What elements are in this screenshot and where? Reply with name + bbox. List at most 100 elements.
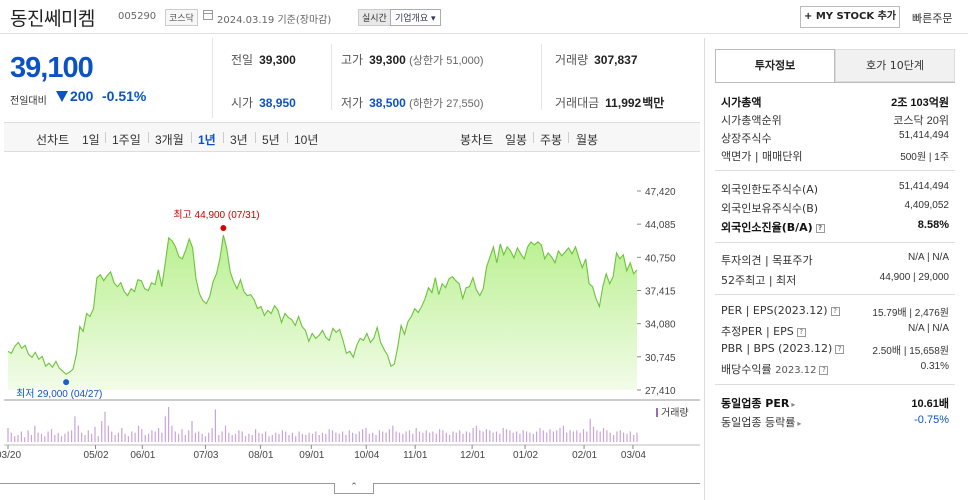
low-annotation: 최저 29,000 (04/27) <box>16 388 102 400</box>
tab-1d[interactable]: 1일 <box>82 133 100 147</box>
y-tick-label: 30,745 <box>645 353 676 364</box>
realtime-button[interactable]: 실시간 <box>358 9 391 26</box>
market-cap-rank-row: 시가총액순위 코스닥 20위 <box>721 112 949 130</box>
divider <box>533 132 534 143</box>
amount-value: 11,992 <box>605 96 642 110</box>
tab-investment-info[interactable]: 투자정보 <box>715 49 835 82</box>
help-icon[interactable]: ? <box>830 307 840 316</box>
upper-limit: (상한가 51,000) <box>409 55 484 67</box>
x-tick-label: 10/04 <box>354 450 379 461</box>
open-value: 38,950 <box>259 96 296 110</box>
collapse-chevron-button[interactable]: ⌃ <box>334 483 374 494</box>
tab-daily[interactable]: 일봉 <box>505 133 528 147</box>
divider <box>715 82 955 83</box>
date-basis: 기준(장마감) <box>277 15 332 26</box>
amount-label: 거래대금 <box>555 96 600 110</box>
par-row: 액면가 | 매매단위 500원 | 1주 <box>721 148 949 166</box>
volume-value: 307,837 <box>594 53 638 67</box>
sector-per-row: 동일업종 PER ▸ 10.61배 <box>721 395 949 413</box>
tab-3m[interactable]: 3개월 <box>155 133 184 147</box>
price-chart-svg: 47,420 44,085 40,750 37,415 34,080 30,745 27,4… <box>0 187 700 461</box>
shares-row: 상장주식수 51,414,494 <box>721 130 949 148</box>
per-label: PER | EPS(2023.12)? <box>721 304 840 317</box>
date-value: 2024.03.19 <box>217 15 275 26</box>
per-value: 15.79배 | 2,476원 <box>872 308 949 319</box>
sector-per-text: 동일업종 PER <box>721 397 790 410</box>
dividend-label: 배당수익률 2023.12? <box>721 361 829 377</box>
help-icon[interactable]: ? <box>835 345 845 354</box>
volume-bars: 거래량 <box>7 407 689 442</box>
current-price: 39,100 <box>10 52 94 84</box>
per-text: PER | EPS(2023.12) <box>721 304 828 317</box>
divider <box>287 132 288 143</box>
x-tick-label: 08/01 <box>248 450 273 461</box>
divider <box>715 170 955 171</box>
opinion-label: 투자의견 | 목표주가 <box>721 254 813 267</box>
y-tick-label: 37,415 <box>645 287 676 298</box>
chevron-right-icon: ▸ <box>791 400 796 409</box>
divider <box>715 384 955 385</box>
line-chart-label: 선차트 <box>36 133 70 147</box>
pbr-value: 2.50배 | 15,658원 <box>872 346 949 357</box>
divider <box>148 132 149 143</box>
tab-10y[interactable]: 10년 <box>294 133 319 147</box>
prev-close-label: 전일 <box>231 53 254 67</box>
tab-1y[interactable]: 1년 <box>198 133 216 147</box>
est-per-text: 추정PER | EPS <box>721 325 794 338</box>
dividend-row: 배당수익률 2023.12? 0.31% <box>721 361 949 379</box>
y-tick-label: 44,085 <box>645 220 676 231</box>
tab-3y[interactable]: 3년 <box>230 133 248 147</box>
x-tick-label: 03/20 <box>0 450 21 461</box>
x-axis: 03/20 05/02 06/01 07/03 08/01 09/01 10/04 11/01… <box>0 445 646 461</box>
market-badge: 코스닥 <box>165 9 198 26</box>
y-tick-label: 27,410 <box>645 386 676 397</box>
price-box: 39,100 전일대비 200 -0.51% <box>4 38 212 118</box>
open-label: 시가 <box>231 96 254 110</box>
shares-value: 51,414,494 <box>898 130 949 141</box>
add-mystock-button[interactable]: + MY STOCK 추가 <box>800 6 900 28</box>
investment-info-panel: 투자정보 호가 10단계 시가총액 2조 103억원 시가총액순위 코스닥 20… <box>704 38 968 500</box>
quote-date: 2024.03.19 기준(장마감) <box>217 11 331 26</box>
high-label: 고가 <box>341 53 364 67</box>
x-tick-label: 12/01 <box>460 450 485 461</box>
tab-orderbook-10[interactable]: 호가 10단계 <box>835 49 955 82</box>
help-icon[interactable]: ? <box>796 328 806 337</box>
tab-monthly[interactable]: 월봉 <box>576 133 599 147</box>
down-triangle-icon <box>56 91 68 102</box>
per-row: PER | EPS(2023.12)? 15.79배 | 2,476원 <box>721 304 949 322</box>
company-overview-button[interactable]: 기업개요 ▾ <box>390 9 441 26</box>
week52-value: 44,900 | 29,000 <box>879 272 949 283</box>
amount-unit: 백만 <box>642 96 665 110</box>
open-price: 시가 38,950 <box>231 94 296 111</box>
pbr-text: PBR | BPS (2023.12) <box>721 342 833 355</box>
foreign-limit-row: 외국인한도주식수(A) 51,414,494 <box>721 181 949 199</box>
y-tick-label: 40,750 <box>645 253 676 264</box>
divider <box>541 44 542 110</box>
foreign-hold-value: 4,409,052 <box>904 200 950 211</box>
tab-5y[interactable]: 5년 <box>262 133 280 147</box>
stock-name: 동진쎄미켐 <box>10 8 95 30</box>
low-value: 38,500 <box>369 96 406 110</box>
help-icon[interactable]: ? <box>819 366 829 375</box>
opinion-row: 투자의견 | 목표주가 N/A | N/A <box>721 252 949 270</box>
sector-change-value: -0.75% <box>914 414 949 426</box>
change-percent: -0.51% <box>102 88 147 104</box>
sector-per-value: 10.61배 <box>911 398 949 410</box>
tab-1w[interactable]: 1주일 <box>112 133 141 147</box>
price-area <box>8 235 637 390</box>
help-icon[interactable]: ? <box>815 224 825 233</box>
opinion-value: N/A | N/A <box>908 252 949 263</box>
par-label: 액면가 | 매매단위 <box>721 150 803 163</box>
volume-label: 거래량 <box>555 53 589 67</box>
tab-weekly[interactable]: 주봉 <box>540 133 563 147</box>
volume: 거래량 307,837 <box>555 51 638 68</box>
foreign-limit-label: 외국인한도주식수(A) <box>721 183 819 196</box>
divider <box>331 44 332 110</box>
y-tick-label: 47,420 <box>645 187 676 198</box>
low-marker <box>63 379 70 386</box>
quote-grid: 전일 39,300 고가 39,300 (상한가 51,000) 거래량 307,83… <box>212 38 700 118</box>
foreign-limit-value: 51,414,494 <box>898 181 949 192</box>
quick-order-link[interactable]: 빠른주문 <box>912 12 953 25</box>
change-label: 전일대비 <box>10 96 47 107</box>
divider <box>568 132 569 143</box>
